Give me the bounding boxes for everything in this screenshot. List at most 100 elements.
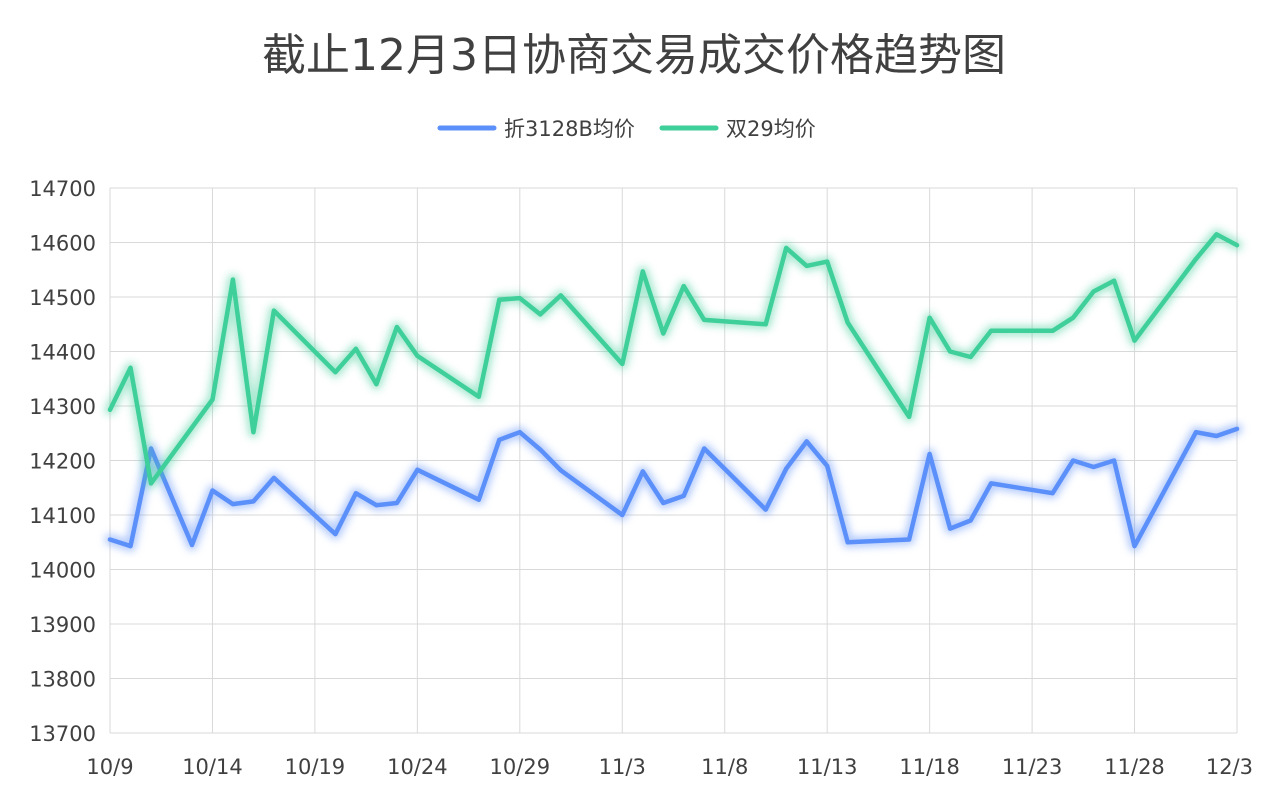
data-point	[1235, 243, 1239, 248]
data-point	[394, 501, 399, 506]
data-point	[968, 354, 973, 359]
data-point	[968, 518, 973, 523]
x-tick-label: 11/23	[1002, 755, 1063, 779]
legend: 折3128B均价 双29均价	[437, 117, 816, 141]
data-point	[558, 468, 563, 473]
data-point	[415, 467, 420, 472]
data-point	[1091, 465, 1096, 470]
data-point	[1112, 278, 1117, 283]
data-point	[108, 537, 112, 542]
data-point	[353, 346, 358, 351]
y-tick-label: 14400	[29, 341, 96, 365]
data-point	[333, 370, 338, 375]
series-1	[104, 423, 1243, 552]
y-tick-label: 14300	[29, 395, 96, 419]
legend-label: 折3128B均价	[504, 117, 635, 141]
legend-item-1: 折3128B均价	[437, 117, 635, 141]
data-point	[497, 437, 502, 442]
data-point	[1194, 256, 1199, 261]
data-point	[845, 540, 850, 545]
data-point	[1091, 289, 1096, 294]
data-point	[784, 245, 789, 250]
x-tick-label: 11/18	[899, 755, 960, 779]
data-point	[640, 469, 645, 474]
data-point	[784, 466, 789, 471]
data-point	[1214, 232, 1219, 237]
y-tick-label: 14700	[29, 177, 96, 201]
data-point	[927, 451, 932, 456]
x-tick-label: 11/8	[701, 755, 748, 779]
data-point	[702, 446, 707, 451]
data-point	[517, 296, 522, 301]
data-point	[271, 308, 276, 313]
legend-item-2: 双29均价	[659, 117, 816, 141]
data-point	[128, 365, 133, 370]
x-tick-label: 10/9	[86, 755, 133, 779]
data-point	[230, 277, 235, 282]
data-point	[538, 447, 543, 452]
y-tick-label: 14200	[29, 450, 96, 474]
data-point	[661, 501, 666, 506]
x-tick-label: 10/14	[182, 755, 243, 779]
data-point	[804, 263, 809, 268]
y-tick-label: 14500	[29, 286, 96, 310]
data-point	[1214, 433, 1219, 438]
data-point	[948, 349, 953, 354]
data-point	[620, 513, 625, 517]
series-line-glow	[104, 423, 1243, 552]
data-point	[1194, 430, 1199, 435]
y-tick-label: 14000	[29, 559, 96, 583]
data-point	[620, 362, 625, 367]
data-point	[661, 331, 666, 336]
data-point	[1050, 491, 1055, 496]
data-point	[702, 317, 707, 322]
data-point	[681, 493, 686, 498]
data-point	[763, 322, 768, 327]
data-point	[825, 259, 830, 264]
data-point	[907, 414, 912, 419]
gridlines	[109, 187, 1238, 734]
data-point	[271, 475, 276, 480]
data-point	[538, 312, 543, 317]
data-point	[927, 315, 932, 320]
data-point	[825, 463, 830, 468]
y-tick-label: 13900	[29, 613, 96, 637]
y-tick-label: 14100	[29, 504, 96, 528]
x-tick-label: 11/3	[599, 755, 646, 779]
y-tick-label: 13800	[29, 668, 96, 692]
series-2	[104, 228, 1243, 489]
series-line	[107, 232, 1240, 486]
x-tick-label: 11/28	[1104, 755, 1165, 779]
data-point	[251, 499, 256, 504]
data-point	[989, 481, 994, 486]
x-tick-label: 10/19	[285, 755, 346, 779]
x-axis: 10/9 10/14 10/19 10/24 10/29 11/3 11/8 11/13 11/…	[86, 755, 1253, 779]
data-point	[640, 269, 645, 274]
x-tick-label: 11/13	[797, 755, 858, 779]
data-point	[1235, 426, 1239, 431]
data-point	[1132, 338, 1137, 343]
data-point	[804, 439, 809, 444]
x-tick-label: 12/3	[1206, 755, 1253, 779]
data-point	[108, 407, 112, 412]
data-point	[497, 297, 502, 302]
data-point	[415, 353, 420, 358]
y-tick-label: 13700	[29, 722, 96, 746]
data-point	[189, 542, 194, 547]
data-point	[374, 382, 379, 387]
series-line-glow	[104, 228, 1243, 489]
legend-label: 双29均价	[726, 117, 816, 141]
series-layer	[104, 228, 1243, 552]
data-point	[1071, 315, 1076, 320]
y-axis: 14700 14600 14500 14400 14300 14200 14100 14000…	[29, 177, 96, 746]
x-tick-label: 10/24	[387, 755, 448, 779]
data-point	[476, 394, 481, 399]
data-point	[374, 503, 379, 508]
data-point	[681, 284, 686, 289]
data-point	[148, 481, 153, 486]
data-point	[394, 324, 399, 329]
y-tick-label: 14600	[29, 232, 96, 256]
data-point	[210, 397, 215, 402]
data-point	[1071, 458, 1076, 463]
